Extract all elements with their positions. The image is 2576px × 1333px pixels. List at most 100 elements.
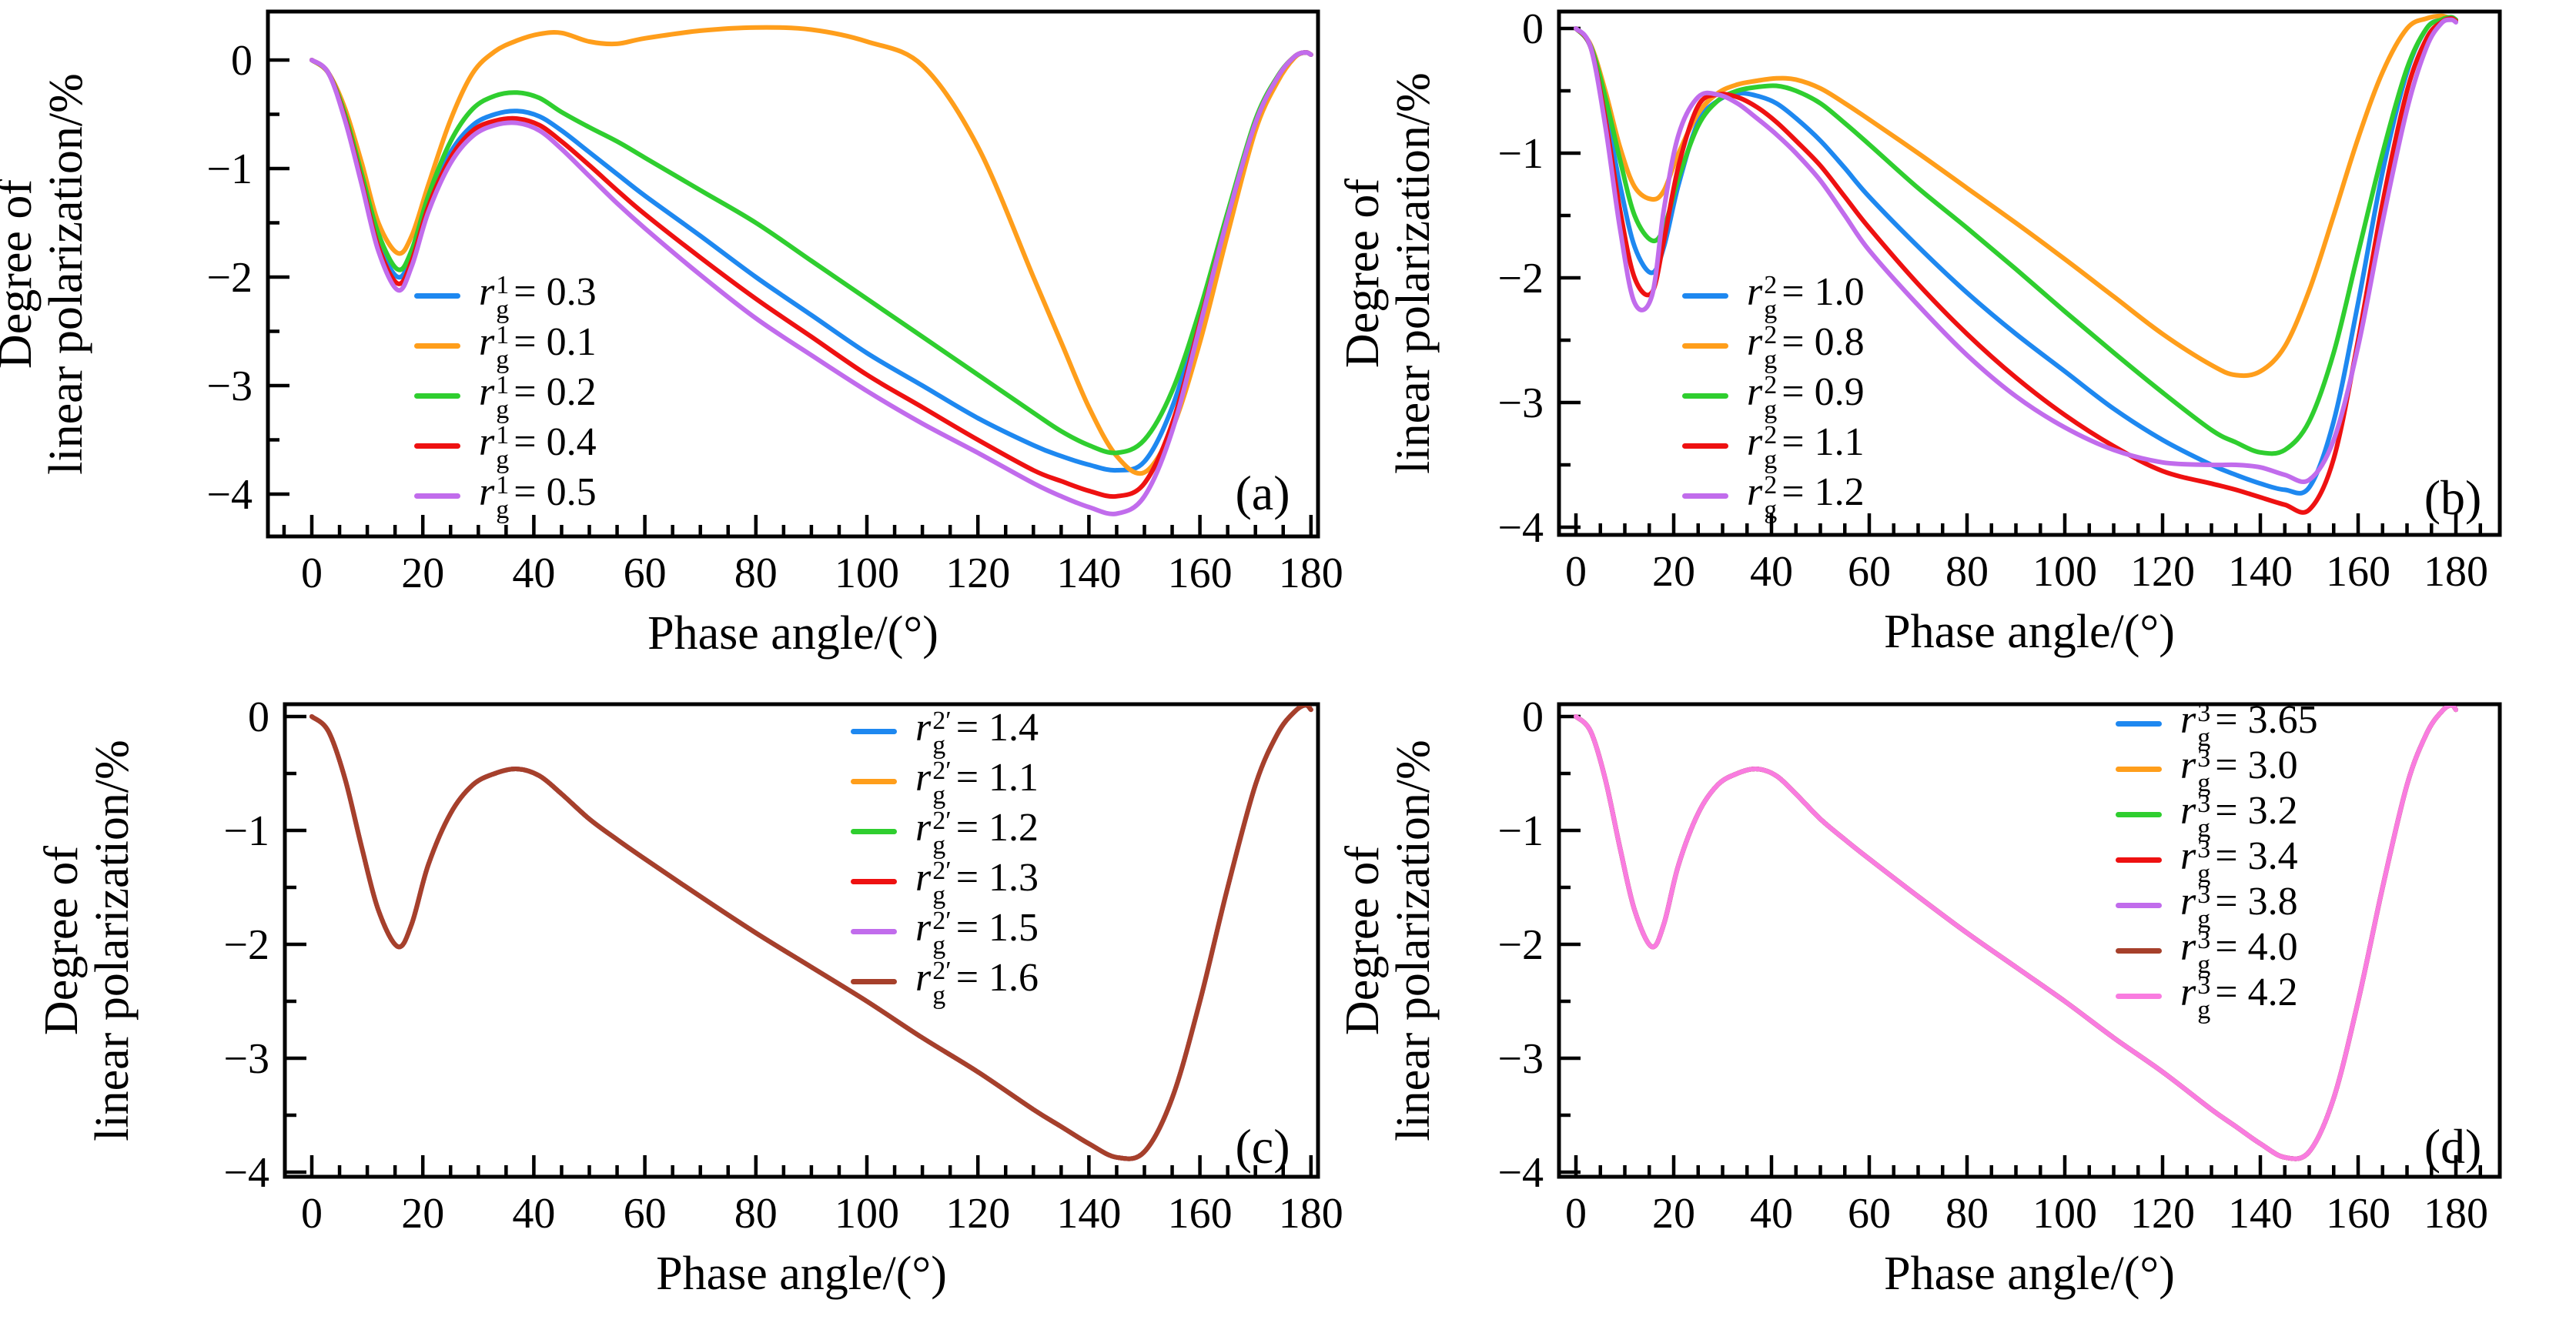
x-tick-label: 120 xyxy=(2130,548,2195,596)
x-tick-label: 180 xyxy=(2424,1190,2488,1238)
y-tick-label: 0 xyxy=(231,37,253,85)
legend-swatch xyxy=(1682,393,1728,399)
y-tick-label: −4 xyxy=(1497,1149,1544,1197)
curve-rg2′-1.2 xyxy=(309,706,1313,1161)
x-tick-label: 20 xyxy=(1652,548,1695,596)
x-tick-label: 160 xyxy=(2326,548,2390,596)
y-axis-label-line2: linear polarization/% xyxy=(40,73,92,475)
x-axis-label: Phase angle/(°) xyxy=(1884,1248,2175,1300)
legend-item-rg2′-1.4: r 2′ g = 1.4 xyxy=(851,706,1039,760)
y-axis-label-line1: Degree of xyxy=(1344,846,1389,1035)
legend-item-rg3-3.0: r 3 g = 3.0 xyxy=(2116,743,2318,797)
legend-label: r 3 g = 3.0 xyxy=(2180,743,2298,797)
y-tick-label: 0 xyxy=(248,693,269,741)
legend-label: r 2 g = 0.9 xyxy=(1747,370,1865,424)
x-tick-label: 0 xyxy=(1565,548,1587,596)
y-tick-label: −4 xyxy=(1497,504,1544,552)
legend-swatch xyxy=(414,443,460,449)
y-tick-label: −3 xyxy=(206,362,253,410)
x-tick-label: 0 xyxy=(301,1190,323,1238)
legend-item-rg2-1.2: r 2 g = 1.2 xyxy=(1682,471,1865,523)
curve-rg3-4.0 xyxy=(1574,706,2458,1161)
legend-swatch xyxy=(414,293,460,299)
curve-rg2-0.8 xyxy=(1574,13,2458,379)
axes-frame xyxy=(283,702,1320,1179)
legend-label: r 1 g = 0.3 xyxy=(479,270,597,324)
x-tick-label: 120 xyxy=(945,550,1010,597)
curves xyxy=(1574,13,2458,515)
x-tick-label: 0 xyxy=(1565,1190,1587,1238)
curve-rg3-3.2 xyxy=(1574,706,2458,1161)
legend-label: r 3 g = 3.2 xyxy=(2180,789,2298,843)
legend-label: r 3 g = 3.4 xyxy=(2180,834,2298,888)
curve-rg2′-1.5 xyxy=(309,706,1313,1161)
legend-item-rg2′-1.6: r 2′ g = 1.6 xyxy=(851,957,1039,1008)
x-tick-label: 120 xyxy=(2130,1190,2195,1238)
y-axis-label-line2: linear polarization/% xyxy=(86,740,139,1141)
legend-a: r 1 g = 0.3 r 1 g = 0.1 r 1 g = 0.2 r 1 g = 0.4 r 1 g = 0.5 xyxy=(414,270,597,523)
curve-rg2′-1.6 xyxy=(309,706,1313,1161)
curve-rg2′-1.3 xyxy=(309,706,1313,1161)
panel-letter: (d) xyxy=(2424,1119,2482,1174)
y-tick-label: −2 xyxy=(1497,255,1544,302)
panel-a: 0 20 40 60 80 100 120 140 160 180 0 −1 −2 −3 −4 Phase a… xyxy=(0,0,1344,666)
y-tick-label: −1 xyxy=(223,807,269,855)
x-tick-label: 100 xyxy=(2032,548,2097,596)
x-tick-label: 180 xyxy=(1279,1190,1343,1238)
legend-label: r 3 g = 4.0 xyxy=(2180,925,2298,979)
legend-swatch xyxy=(1682,293,1728,299)
x-tick-label: 180 xyxy=(2424,548,2488,596)
legend-label: r 3 g = 4.2 xyxy=(2180,971,2298,1024)
legend-swatch xyxy=(1682,443,1728,449)
legend-item-rg3-3.8: r 3 g = 3.8 xyxy=(2116,880,2318,934)
x-axis-label: Phase angle/(°) xyxy=(1884,606,2175,658)
x-tick-label: 120 xyxy=(945,1190,1010,1238)
y-tick-label: −3 xyxy=(1497,1035,1544,1083)
plot-d: 0 20 40 60 80 100 120 140 160 180 0 −1 −2 −3 −4 Phase a… xyxy=(1344,693,2502,1300)
curves xyxy=(309,706,1313,1161)
curve-rg2′-1.1 xyxy=(309,706,1313,1161)
legend-swatch xyxy=(2116,857,2162,863)
x-tick-label: 80 xyxy=(734,550,778,597)
y-axis-label-line1: Degree of xyxy=(1344,179,1389,368)
legend-item-rg1-0.5: r 1 g = 0.5 xyxy=(414,471,597,523)
legend-item-rg2′-1.2: r 2′ g = 1.2 xyxy=(851,807,1039,858)
x-tick-label: 60 xyxy=(1848,1190,1891,1238)
legend-d: r 3 g = 3.65 r 3 g = 3.0 r 3 g = 3.2 r 3 g = 3.4 r 3 g = 3.… xyxy=(2116,700,2318,1024)
legend-label: r 2′ g = 1.1 xyxy=(915,756,1039,810)
legend-b: r 2 g = 1.0 r 2 g = 0.8 r 2 g = 0.9 r 2 g = 1.1 r 2 g = 1.2 xyxy=(1682,271,1865,523)
legend-swatch xyxy=(851,729,897,734)
x-tick-label: 100 xyxy=(2032,1190,2097,1238)
y-tick-label: −3 xyxy=(1497,379,1544,427)
y-tick-label: −2 xyxy=(206,254,253,302)
tick-labels: 0 20 40 60 80 100 120 140 160 180 0 −1 −2 −3 −4 xyxy=(223,693,1343,1238)
curve-rg1-0.1 xyxy=(309,25,1313,476)
y-tick-label: 0 xyxy=(1522,5,1544,53)
y-tick-label: −2 xyxy=(223,921,269,969)
ticks xyxy=(1559,26,2482,535)
legend-label: r 2′ g = 1.4 xyxy=(915,706,1039,760)
x-tick-label: 160 xyxy=(1168,1190,1233,1238)
x-tick-label: 20 xyxy=(1652,1190,1695,1238)
panel-letter: (c) xyxy=(1235,1119,1290,1174)
tick-labels: 0 20 40 60 80 100 120 140 160 180 0 −1 −2 −3 −4 xyxy=(1497,693,2488,1238)
panel-d: 0 20 40 60 80 100 120 140 160 180 0 −1 −2 −3 −4 Phase a… xyxy=(1344,666,2576,1333)
y-tick-label: −1 xyxy=(206,145,253,193)
legend-swatch xyxy=(2116,994,2162,999)
legend-swatch xyxy=(414,343,460,349)
curve-rg3-3.65 xyxy=(1574,706,2458,1161)
x-tick-label: 40 xyxy=(512,1190,555,1238)
legend-label: r 3 g = 3.8 xyxy=(2180,880,2298,934)
legend-swatch xyxy=(2116,721,2162,727)
tick-labels: 0 20 40 60 80 100 120 140 160 180 0 −1 −2 −3 −4 xyxy=(1497,5,2488,596)
x-tick-label: 140 xyxy=(1056,550,1121,597)
legend-item-rg3-3.4: r 3 g = 3.4 xyxy=(2116,834,2318,888)
legend-swatch xyxy=(851,879,897,884)
y-axis-label-line1: Degree of xyxy=(0,179,42,369)
legend-item-rg1-0.2: r 1 g = 0.2 xyxy=(414,371,597,423)
legend-swatch xyxy=(2116,812,2162,817)
legend-item-rg2′-1.3: r 2′ g = 1.3 xyxy=(851,857,1039,908)
curve-rg3-3.0 xyxy=(1574,706,2458,1161)
legend-swatch xyxy=(414,493,460,499)
y-tick-label: −2 xyxy=(1497,921,1544,969)
